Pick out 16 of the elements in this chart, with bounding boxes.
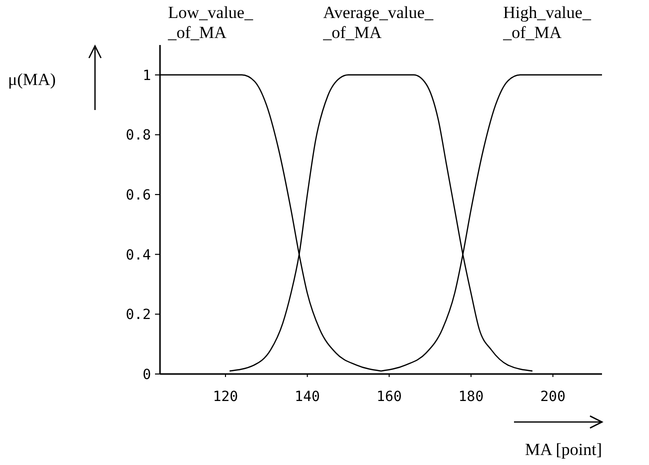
series-label: High_value_ _of_MA (502, 3, 592, 42)
y-tick-label: 0.4 (126, 247, 151, 264)
x-tick-label: 120 (212, 389, 238, 405)
y-tick-label: 0.6 (126, 187, 151, 204)
y-tick-label: 0 (142, 366, 151, 383)
y-tick-label: 1 (142, 68, 151, 84)
x-tick-label: 140 (294, 389, 320, 405)
y-tick-label: 0.8 (126, 128, 151, 144)
x-tick-label: 160 (376, 389, 402, 405)
series-label: Low_value_ _of_MA (167, 3, 254, 42)
x-tick-label: 180 (458, 389, 484, 405)
y-axis-title: μ(MA) (8, 70, 56, 89)
text: Average_value_ _of_MA (322, 3, 434, 42)
x-tick-label: 200 (540, 389, 566, 405)
y-tick-label: 0.2 (126, 307, 151, 324)
x-axis-title: MA [point] (525, 440, 602, 459)
